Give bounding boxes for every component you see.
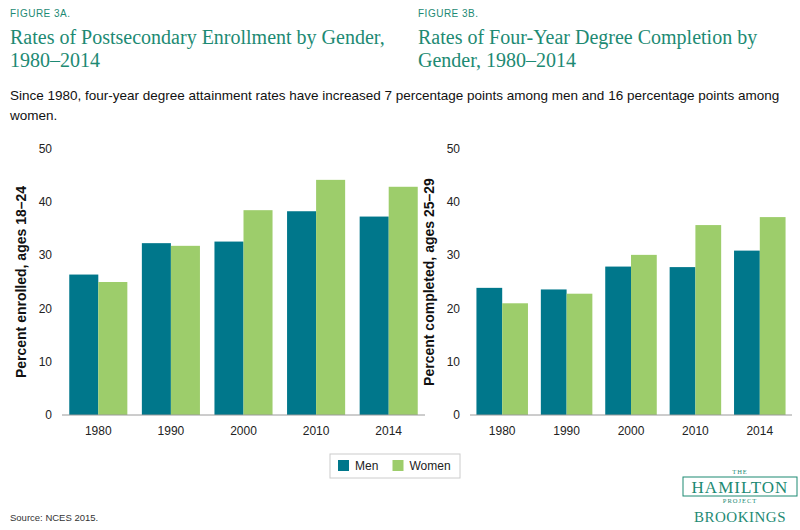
logo-text: THE [732, 468, 748, 475]
x-tick-label: 2000 [618, 424, 645, 438]
y-tick-label: 0 [453, 408, 460, 422]
bar [389, 187, 418, 415]
bar [541, 289, 567, 415]
x-axis-line [62, 415, 425, 416]
y-tick-label: 50 [447, 142, 461, 156]
bars [69, 180, 417, 415]
bar [171, 246, 200, 415]
x-tick-label: 2014 [375, 424, 402, 438]
bar [760, 217, 786, 415]
legend: Men Women [330, 454, 460, 478]
x-tick-label: 2000 [230, 424, 257, 438]
x-tick-label: 1990 [553, 424, 580, 438]
y-axis-label: Percent completed, ages 25–29 [421, 178, 437, 386]
bar [287, 211, 316, 415]
logo: THE HAMILTONPROJECT BROOKINGS [683, 468, 797, 525]
y-tick-label: 40 [447, 195, 461, 209]
y-tick-label: 30 [39, 248, 53, 262]
legend-box [330, 454, 460, 478]
figure-label: FIGURE 3B. [418, 8, 479, 19]
bar [476, 288, 502, 415]
bar [695, 225, 721, 415]
x-tick-label: 2014 [746, 424, 773, 438]
x-axis-line [470, 415, 792, 416]
bar [670, 267, 696, 415]
x-tick-label: 1980 [85, 424, 112, 438]
legend-swatch [338, 460, 349, 471]
logo-box [683, 477, 797, 496]
legend-label: Women [410, 459, 451, 473]
logo-text: HAMILTON [692, 478, 789, 497]
bar [214, 242, 243, 415]
bar [631, 255, 657, 415]
bar [360, 217, 389, 415]
source-note: Source: NCES 2015. [10, 512, 98, 523]
chart-1: 0 10 20 30 40 50 Percent completed, ages 25–29… [421, 142, 792, 438]
x-tick-label: 2010 [303, 424, 330, 438]
y-axis-label: Percent enrolled, ages 18–24 [13, 186, 29, 378]
y-tick-label: 20 [447, 302, 461, 316]
chart-subtitle: Since 1980, four-year degree attainment … [10, 86, 790, 126]
logo-text: PROJECT [723, 497, 757, 504]
x-tick-label: 1980 [489, 424, 516, 438]
figure-label: FIGURE 3A. [10, 8, 71, 19]
y-tick-label: 0 [45, 408, 52, 422]
bar [734, 251, 760, 415]
logo-text: BROOKINGS [694, 509, 786, 525]
chart-title: Rates of Postsecondary Enrollment by Gen… [10, 26, 395, 72]
legend-label: Men [355, 459, 378, 473]
bar [316, 180, 345, 415]
bar [567, 294, 593, 415]
bar [98, 282, 127, 415]
chart-title: Rates of Four-Year Degree Completion by … [418, 26, 800, 72]
legend-swatch [393, 460, 404, 471]
y-tick-label: 40 [39, 195, 53, 209]
bars [476, 217, 785, 415]
y-tick-label: 10 [447, 355, 461, 369]
chart-0: 0 10 20 30 40 50 Percent enrolled, ages 18–24 1… [13, 142, 425, 438]
bar [244, 210, 273, 415]
y-tick-label: 20 [39, 302, 53, 316]
bar [502, 303, 528, 415]
y-tick-label: 30 [447, 248, 461, 262]
y-tick-label: 50 [39, 142, 53, 156]
x-tick-label: 2010 [682, 424, 709, 438]
bar [605, 267, 631, 415]
page-svg: 0 10 20 30 40 50 Percent enrolled, ages 18–24 1… [0, 0, 800, 530]
y-tick-label: 10 [39, 355, 53, 369]
x-tick-label: 1990 [158, 424, 185, 438]
bar [69, 275, 98, 415]
bar [142, 243, 171, 415]
